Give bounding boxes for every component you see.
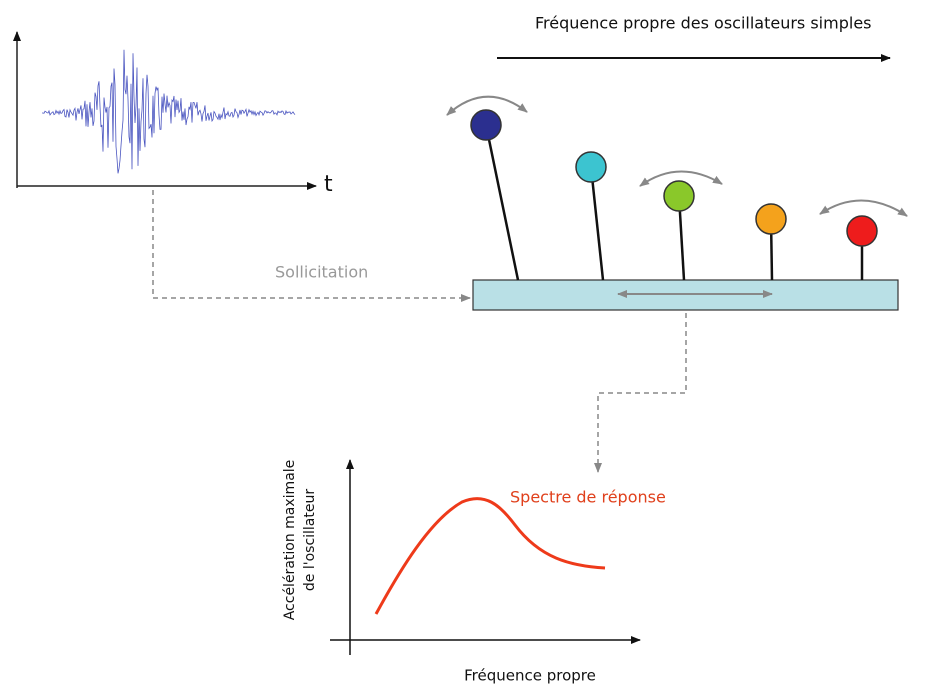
signal-axis-label: t [324,172,333,197]
output-connector [594,313,687,473]
swing-arrows [446,95,908,217]
response-y-label: Accélération maximale [282,460,298,621]
pendulum-balls [470,109,878,247]
response-y-label: de l'oscillateur [302,489,318,591]
response-curve [374,497,606,615]
output-label: Spectre de réponse [510,488,666,507]
input-label: Sollicitation [275,263,368,282]
seismogram [42,49,296,174]
input-connector [152,190,471,302]
header-title: Fréquence propre des oscillateurs simple… [535,14,872,33]
response-x-label: Fréquence propre [464,667,596,685]
